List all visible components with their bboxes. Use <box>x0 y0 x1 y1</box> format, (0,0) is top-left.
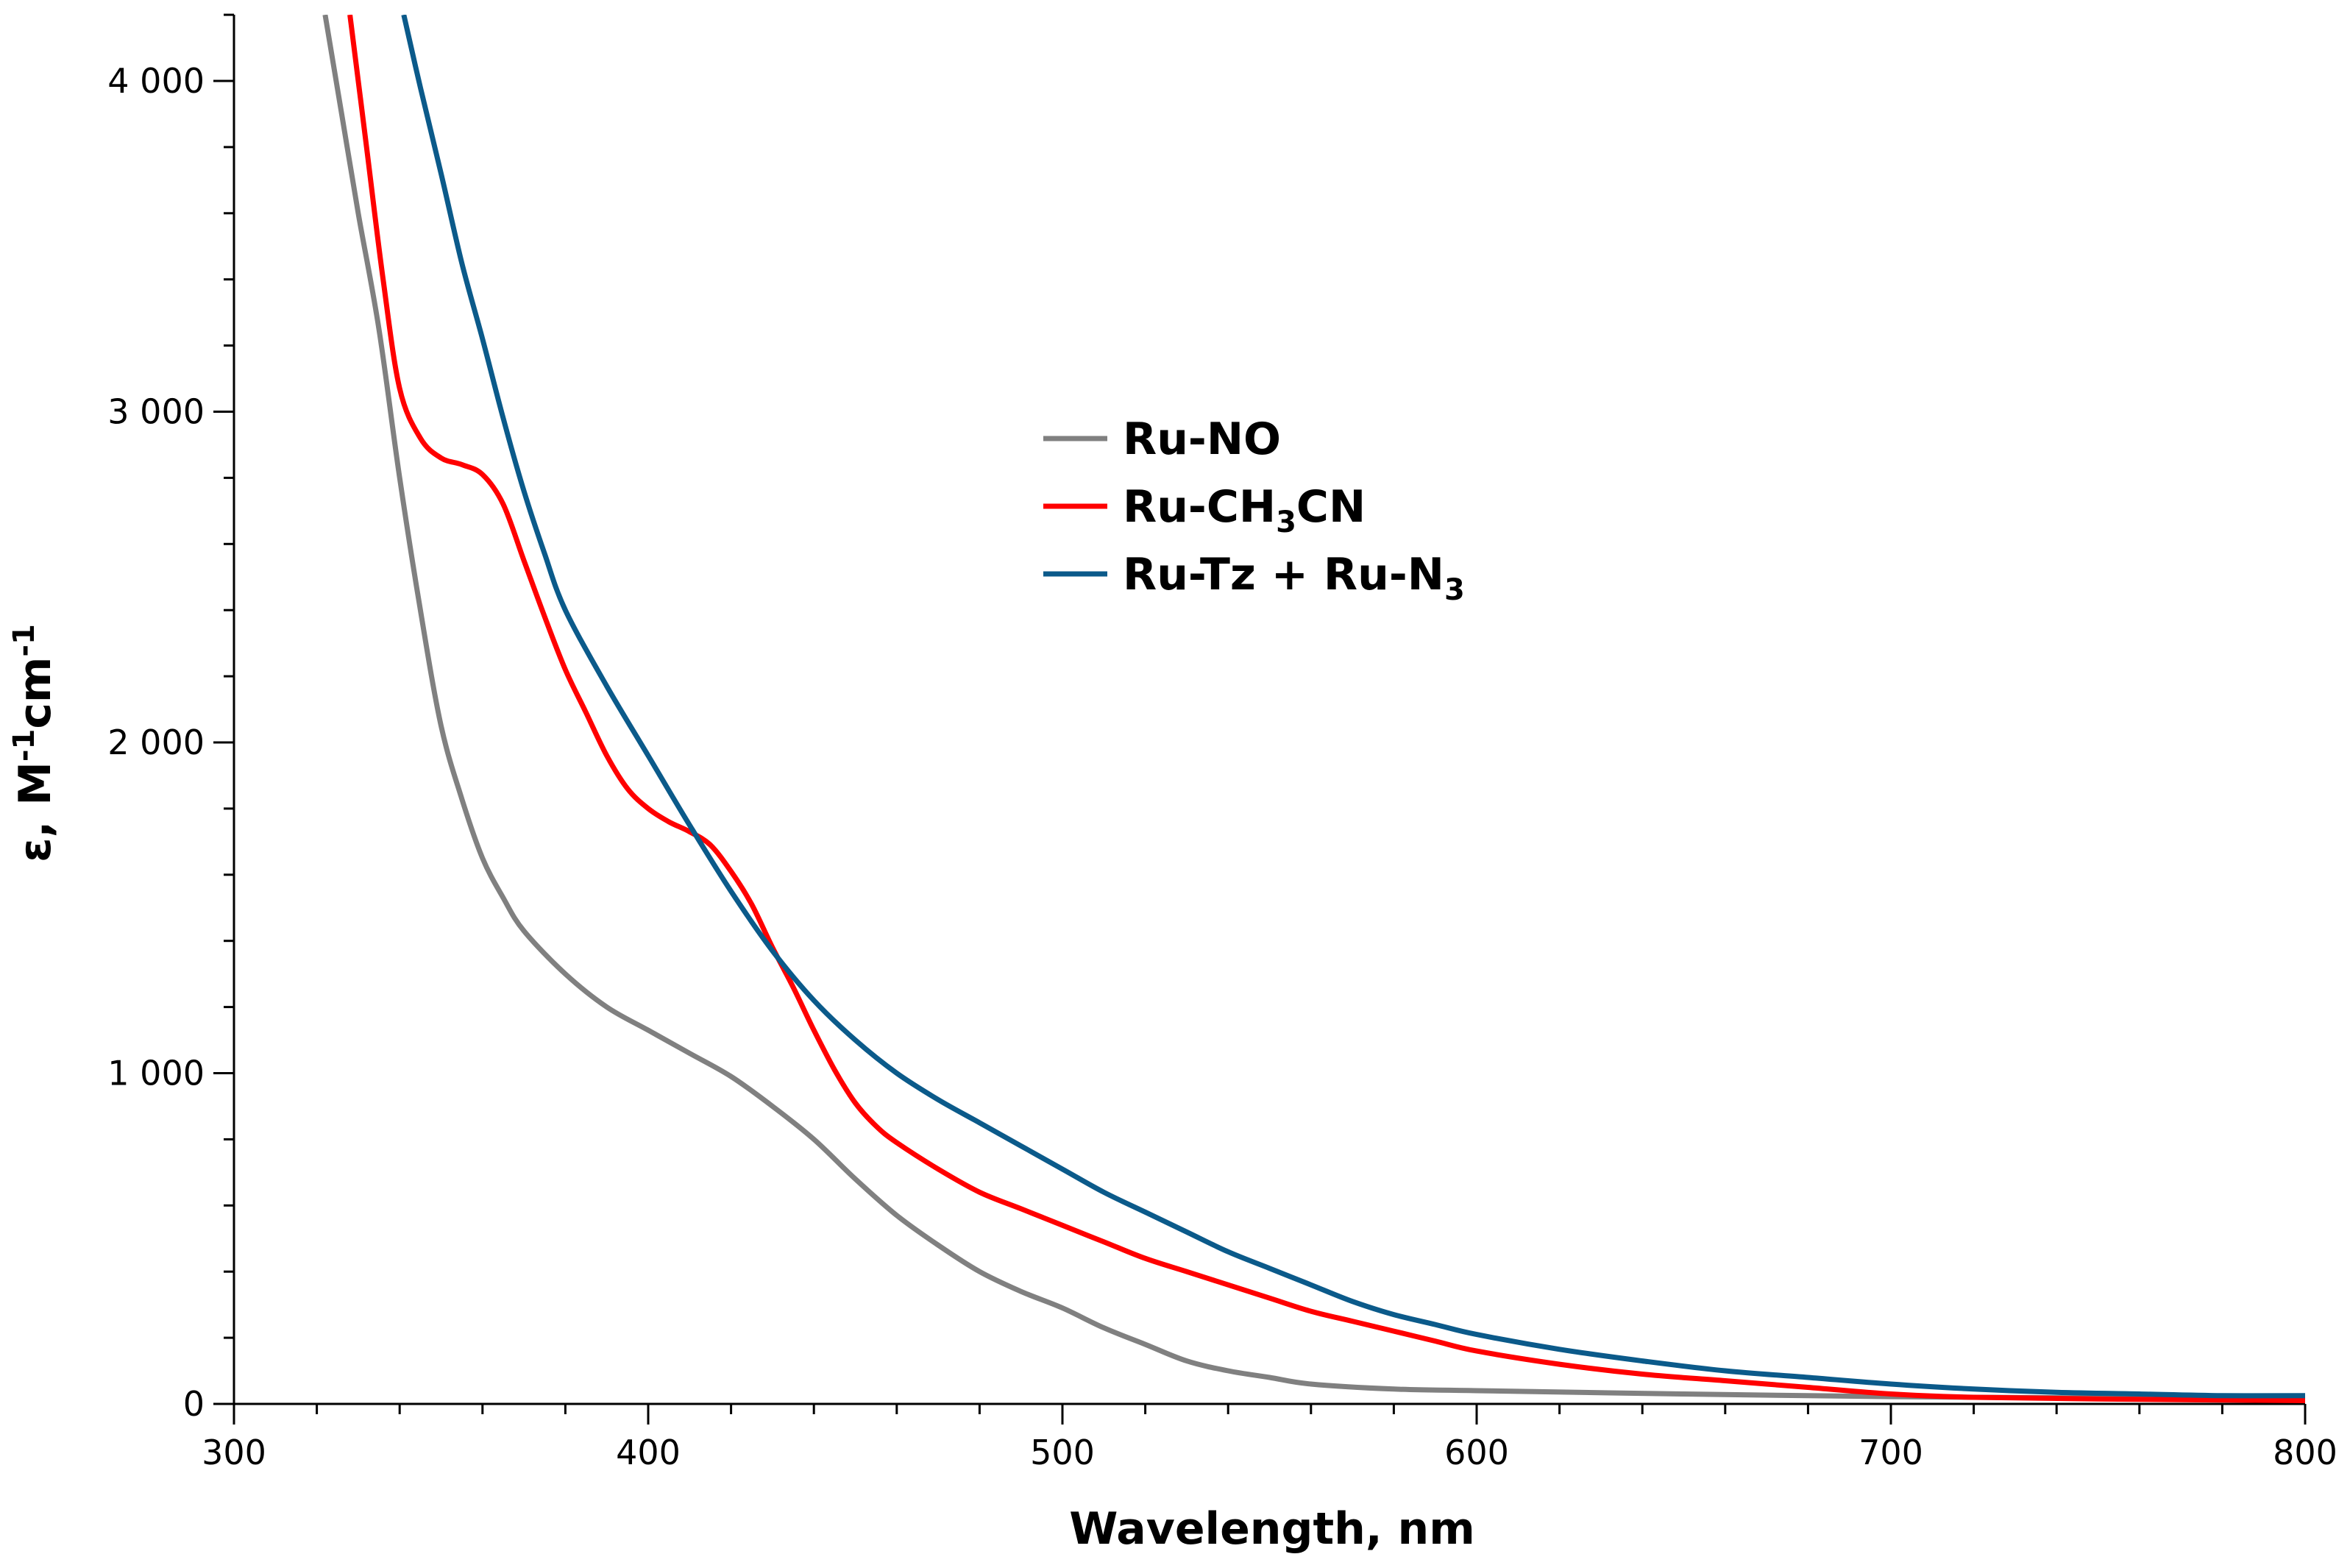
x-tick-label: 800 <box>2273 1433 2337 1472</box>
series-line-3 <box>401 15 2306 1399</box>
x-tick-label: 500 <box>1030 1433 1095 1472</box>
x-tick-label: 700 <box>1859 1433 1923 1472</box>
y-axis-title: ε, M-1cm-1 <box>7 624 61 862</box>
series-line-2 <box>347 15 2306 1403</box>
x-tick-label: 400 <box>616 1433 681 1472</box>
x-tick-label: 300 <box>202 1433 266 1472</box>
y-tick-label: 1 000 <box>107 1054 205 1093</box>
y-tick-label: 2 000 <box>107 723 205 762</box>
legend-subscript: 3 <box>1276 505 1296 539</box>
y-tick-label: 4 000 <box>107 61 205 101</box>
x-tick-label: 600 <box>1444 1433 1509 1472</box>
y-title-unit: cm <box>10 657 61 729</box>
legend-label-1: Ru-NO <box>1123 414 1281 465</box>
series-layer <box>322 15 2306 1403</box>
y-title-exponent: -1 <box>7 624 41 656</box>
legend-subscript: 3 <box>1444 573 1465 607</box>
series-line-1 <box>322 15 2306 1402</box>
legend-tail: CN <box>1296 481 1366 533</box>
legend: Ru-NO Ru-CH3CN Ru-Tz + Ru-N3 <box>1043 414 1465 607</box>
legend-label-3: Ru-Tz + Ru-N3 <box>1123 549 1465 607</box>
x-axis-title: Wavelength, nm <box>1069 1503 1475 1555</box>
axes-layer: 300 400 500 600 700 800 0 1 000 2 000 3 000 4 000 <box>107 13 2337 1472</box>
y-title-exponent: -1 <box>7 729 41 762</box>
y-tick-label: 3 000 <box>107 392 205 432</box>
y-tick-label: 0 <box>183 1384 205 1424</box>
legend-label-2: Ru-CH3CN <box>1123 481 1366 539</box>
